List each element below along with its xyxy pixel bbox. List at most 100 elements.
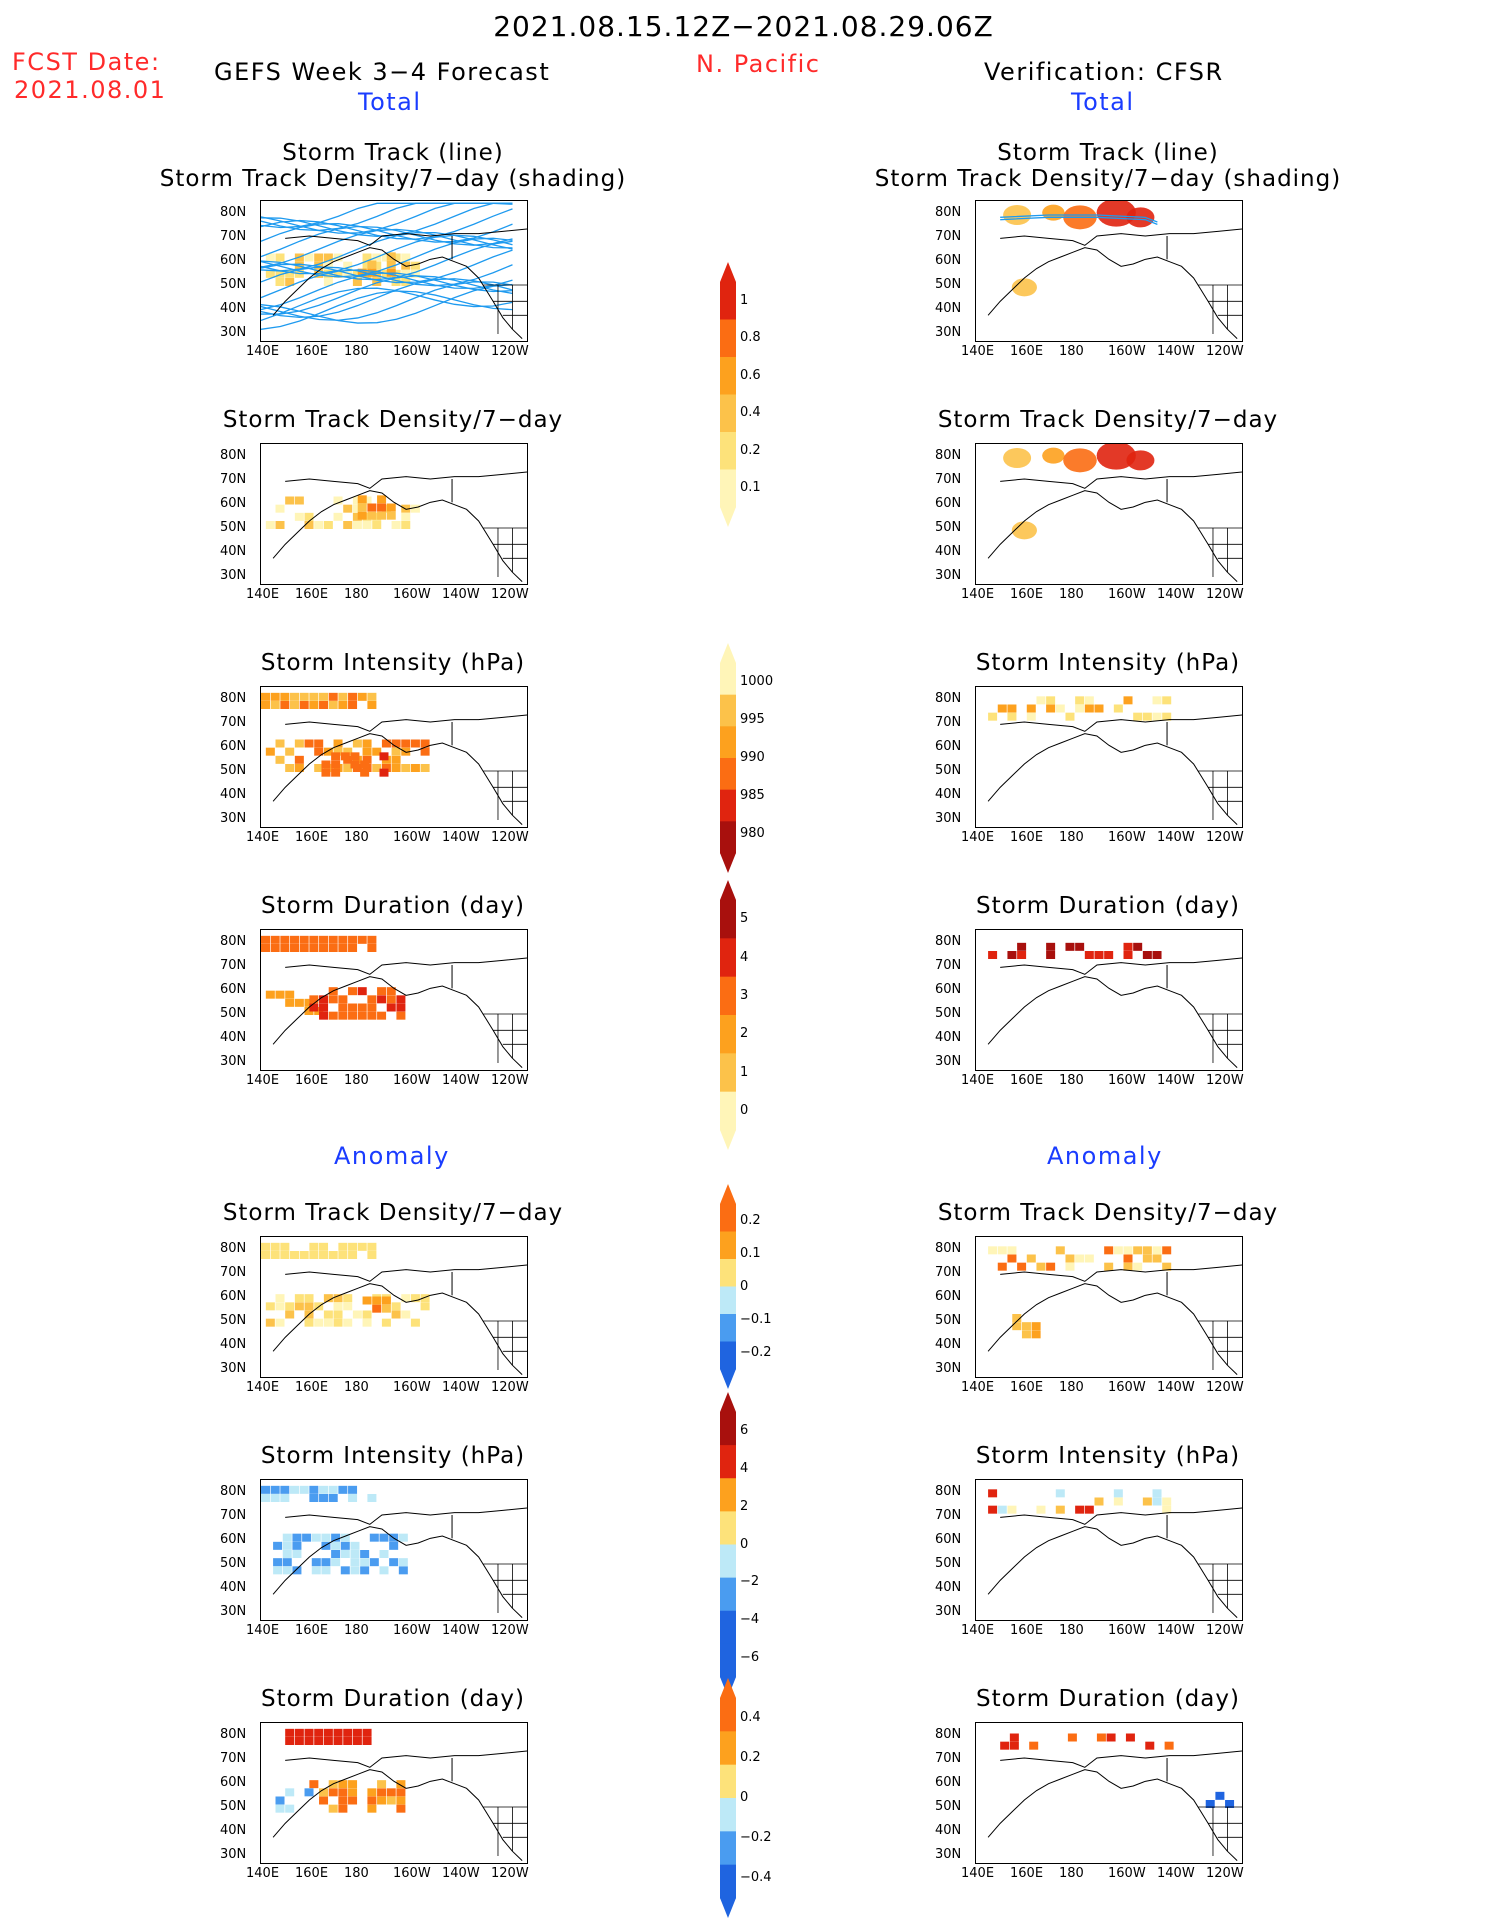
coastline — [272, 976, 523, 1069]
shade-cell — [1007, 951, 1017, 959]
shade-cell — [275, 504, 285, 513]
lat-tick-label: 50N — [220, 1556, 247, 1571]
shade-cell — [290, 701, 300, 709]
lon-tick-label: 120W — [491, 344, 529, 359]
lon-tick-label: 140E — [961, 1866, 995, 1881]
lat-tick-label: 70N — [220, 229, 247, 244]
shade-cell — [309, 1780, 319, 1789]
lat-tick-label: 80N — [220, 691, 247, 706]
shade-cell — [360, 1550, 370, 1558]
shade-cell — [381, 764, 391, 772]
density-blob — [1042, 447, 1065, 464]
map-frame — [260, 1479, 528, 1621]
shade-cell — [1142, 951, 1152, 959]
lon-tick-label: 140W — [1157, 344, 1195, 359]
shade-cell — [311, 1533, 321, 1542]
shade-cell — [391, 739, 401, 748]
shade-cell — [294, 512, 304, 521]
panel-title: Storm Intensity (hPa) — [975, 1443, 1241, 1469]
lat-tick-label: 30N — [220, 1604, 247, 1619]
shade-cell — [1007, 704, 1017, 713]
shade-cell — [372, 521, 382, 529]
density-blob — [1096, 201, 1136, 227]
shade-cell — [275, 739, 285, 748]
colorbar-intensity_total: 1000 995 990 985 980 — [720, 643, 790, 873]
shade-cell — [1009, 1741, 1019, 1750]
shade-cell — [352, 269, 362, 278]
shade-cell — [391, 253, 401, 262]
coastline — [285, 1264, 527, 1282]
shade-cell — [1152, 1489, 1162, 1498]
shade-cell — [352, 278, 362, 286]
shade-cell — [377, 511, 387, 520]
shade-cell — [357, 935, 367, 944]
colorbar-label: 6 — [740, 1422, 749, 1438]
shade-cell — [362, 1296, 372, 1305]
coastline — [285, 1750, 527, 1768]
colorbar-segment — [720, 1764, 736, 1799]
shade-cell — [331, 1550, 341, 1558]
shade-cell — [285, 1728, 295, 1737]
shade-cell — [321, 1533, 331, 1542]
colorbar-label: 0 — [740, 1536, 749, 1552]
colorbar-segment — [720, 1798, 736, 1832]
lon-tick-label: 140E — [961, 1623, 995, 1638]
lon-tick-label: 180 — [344, 1073, 369, 1088]
lon-tick-label: 180 — [1059, 1380, 1084, 1395]
colorbar-segment — [720, 1015, 736, 1054]
lon-tick-label: 160E — [295, 587, 329, 602]
lat-tick-label: 50N — [220, 763, 247, 778]
shade-cell — [410, 1294, 420, 1303]
colorbar-label: 990 — [740, 750, 765, 765]
colorbar-arrow — [720, 853, 736, 873]
shade-cell — [377, 503, 387, 512]
colorbar-segment — [720, 1231, 736, 1260]
lon-tick-label: 120W — [491, 1623, 529, 1638]
lat-tick-label: 80N — [935, 448, 962, 463]
lat-tick-label: 80N — [935, 1484, 962, 1499]
lon-tick-label: 160W — [1108, 1866, 1146, 1881]
shade-cell — [304, 253, 314, 262]
coastline — [285, 228, 527, 246]
lon-tick-label: 140W — [442, 830, 480, 845]
shade-cell — [321, 760, 331, 769]
coastline — [272, 733, 523, 826]
shade-cell — [1142, 1246, 1152, 1255]
colorbar-label: 0.4 — [740, 405, 761, 421]
shade-cell — [292, 1550, 302, 1558]
map-frame — [260, 686, 528, 828]
shade-cell — [1031, 1322, 1041, 1331]
shade-cell — [323, 1737, 333, 1745]
fcst-date-label: FCST Date: — [12, 48, 161, 76]
shade-cell — [338, 1011, 348, 1020]
shade-cell — [1133, 942, 1143, 951]
shade-cell — [304, 1737, 314, 1745]
shade-cell — [270, 701, 280, 709]
shade-cell — [1162, 712, 1172, 721]
left-anomaly-label: Anomaly — [334, 1142, 450, 1170]
lon-tick-label: 120W — [1206, 1623, 1244, 1638]
colorbar-segment — [720, 1314, 736, 1342]
lon-tick-label: 120W — [1206, 1073, 1244, 1088]
panel-title: Storm Duration (day) — [976, 893, 1240, 919]
shade-cell — [1021, 1322, 1031, 1331]
colorbar-label: −2 — [740, 1574, 760, 1590]
density-blob — [1011, 278, 1037, 297]
shade-cell — [352, 1728, 362, 1737]
shade-cell — [997, 704, 1007, 713]
shade-cell — [294, 739, 304, 748]
coastline — [1000, 228, 1242, 246]
shade-cell — [362, 512, 372, 521]
shade-cell — [1123, 696, 1133, 705]
shade-cell — [398, 1566, 408, 1575]
lon-tick-label: 160W — [1108, 1073, 1146, 1088]
shade-cell — [270, 935, 280, 944]
colorbar-segment — [720, 938, 736, 978]
shade-cell — [265, 747, 275, 756]
shade-cell — [1162, 1262, 1172, 1271]
shade-cell — [304, 1728, 314, 1737]
shade-cell — [321, 1541, 331, 1550]
colorbar-label: 4 — [740, 949, 749, 965]
colorbar-label: 5 — [740, 911, 749, 927]
lat-tick-label: 70N — [220, 1751, 247, 1766]
